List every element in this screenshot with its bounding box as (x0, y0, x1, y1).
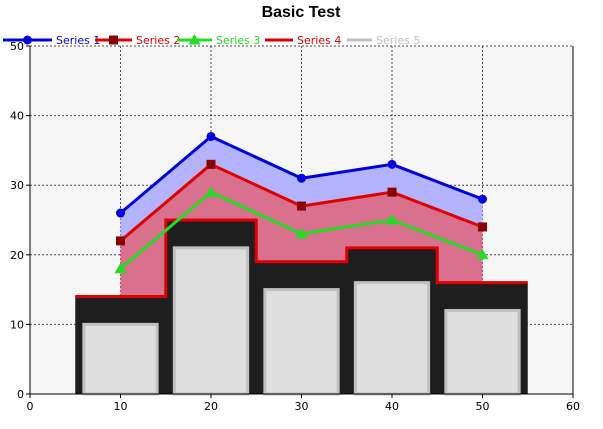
series-2-point (387, 187, 397, 197)
chart-title: Basic Test (262, 4, 342, 21)
series-3-point (295, 227, 308, 239)
series-1-point (297, 173, 306, 183)
series-3-point (476, 248, 489, 260)
x-tick-label: 10 (114, 400, 128, 413)
legend-label: Series 3 (216, 34, 260, 47)
legend-marker (109, 35, 118, 45)
legend-marker (23, 35, 32, 45)
series-3-point (114, 262, 127, 274)
series-5-bar (82, 322, 159, 396)
x-tick-label: 30 (295, 400, 309, 413)
x-tick-label: 50 (476, 400, 490, 413)
series-1-point (387, 159, 397, 169)
series-3-point (386, 214, 398, 225)
y-tick-label: 0 (17, 388, 24, 401)
y-tick-label: 20 (10, 249, 24, 262)
series-2-point (116, 236, 125, 246)
series-5-bar (263, 288, 340, 396)
legend-marker (188, 34, 201, 45)
y-tick-label: 30 (10, 179, 24, 192)
series-1-point (478, 194, 487, 204)
series-2-point (206, 159, 216, 169)
series-1-point (116, 208, 125, 218)
legend-label: Series 5 (376, 34, 420, 47)
series-5-bar (172, 246, 250, 396)
series-4-line (75, 218, 528, 299)
x-tick-label: 60 (566, 400, 580, 413)
y-tick-label: 10 (10, 318, 24, 331)
y-tick-label: 50 (10, 40, 24, 53)
legend-label: Series 1 (56, 34, 100, 47)
series-3-point (205, 186, 217, 197)
legend-item-series-5: Series 5 (347, 34, 420, 47)
series-1-point (206, 131, 216, 141)
legend-label: Series 2 (136, 34, 180, 47)
legend-item-series-1: Series 1 (3, 34, 100, 47)
legend-label: Series 4 (297, 34, 341, 47)
legend-item-series-2: Series 2 (95, 34, 180, 47)
series-5-bar (353, 281, 431, 396)
x-tick-label: 0 (27, 400, 34, 413)
legend-item-series-3: Series 3 (177, 34, 260, 47)
x-tick-label: 40 (385, 400, 399, 413)
x-tick-label: 20 (204, 400, 218, 413)
series-2-point (478, 222, 487, 232)
series-5-bar (444, 308, 521, 396)
legend-item-series-4: Series 4 (265, 34, 341, 47)
series-2-point (297, 201, 306, 211)
y-tick-label: 40 (10, 110, 24, 123)
